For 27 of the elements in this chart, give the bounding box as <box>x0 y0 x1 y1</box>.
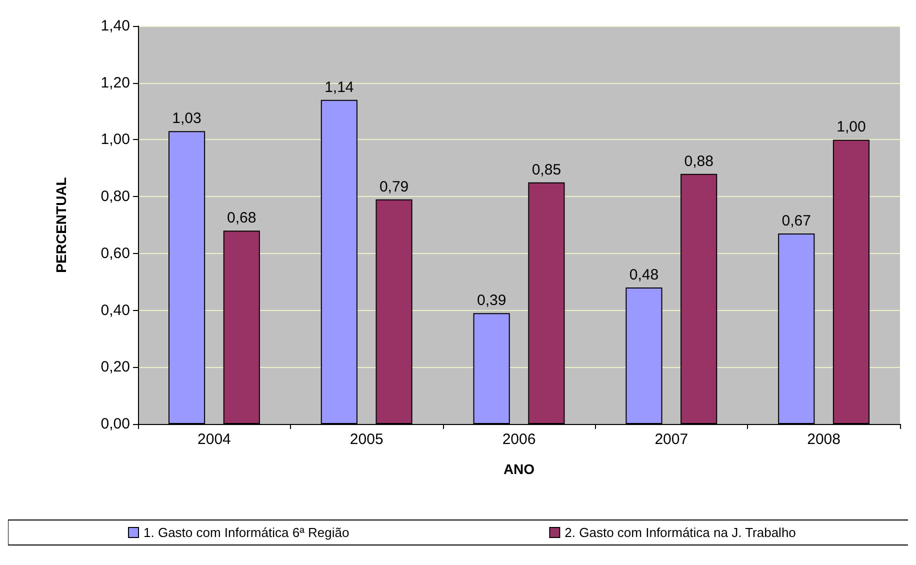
y-tick-label: 0,40 <box>100 302 130 319</box>
data-label: 0,39 <box>476 292 506 310</box>
y-tick-label: 0,60 <box>100 244 130 262</box>
data-label: 0,67 <box>782 212 811 230</box>
y-tick-label: 0,20 <box>100 358 130 376</box>
x-axis-title: ANO <box>503 461 535 477</box>
y-tick-label: 0,80 <box>100 188 130 206</box>
data-label: 1,14 <box>324 78 354 96</box>
data-label: 0,88 <box>684 152 714 170</box>
data-label: 0,48 <box>629 266 659 284</box>
y-axis-title: PERCENTUAL <box>53 176 69 273</box>
y-tick-label: 1,00 <box>100 131 130 148</box>
y-tick-label: 1,40 <box>100 18 130 34</box>
x-tick-label: 2008 <box>807 431 840 448</box>
y-tick-label: 0,00 <box>100 416 130 432</box>
data-label: 0,68 <box>227 210 256 227</box>
x-tick-label: 2006 <box>502 431 536 448</box>
x-tick-label: 2005 <box>350 431 384 448</box>
data-label: 0,79 <box>379 178 409 196</box>
data-label: 1,03 <box>172 110 202 128</box>
data-label: 1,00 <box>836 118 866 136</box>
legend-label: 1. Gasto com Informática 6ª Região <box>144 525 350 540</box>
y-tick-label: 1,20 <box>100 74 130 92</box>
x-tick-label: 2007 <box>654 431 688 448</box>
legend-label: 2. Gasto com Informática na J. Trabalho <box>564 525 796 540</box>
x-tick-label: 2004 <box>198 431 231 448</box>
data-label: 0,85 <box>532 161 562 178</box>
